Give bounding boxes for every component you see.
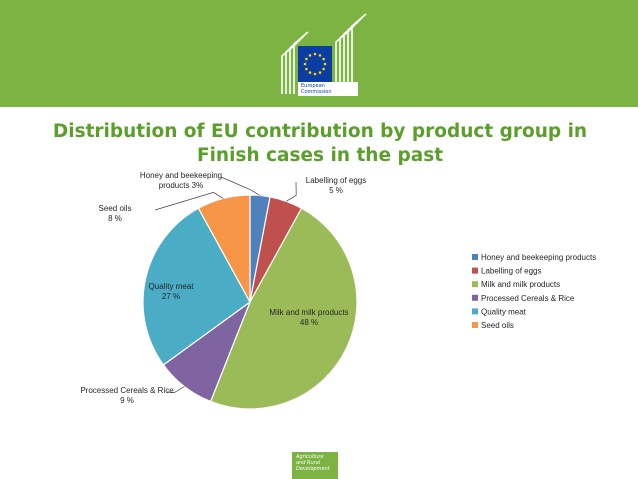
logo-text-line2: Commission [301,89,332,95]
legend-swatch-processed-cereals-and-rice [472,294,478,301]
data-label-processed-cereals-and-rice-1: Processed Cereals & Rice [80,386,174,395]
footer-line1: Agriculture [296,454,324,460]
leader-line-seed-oils [154,192,224,211]
legend-swatch-milk-and-milk-products [472,281,478,288]
legend-label-seed-oils: Seed oils [481,321,514,330]
legend-swatch-quality-meat [472,308,478,315]
pie-slice-seed-oils [197,194,251,303]
legend-label-milk-and-milk-products: Milk and milk products [481,280,560,289]
leader-line-processed-cereals-and-rice [166,386,185,393]
legend-label-processed-cereals-and-rice: Processed Cereals & Rice [481,294,575,303]
data-label-milk-and-milk-products-2: 48 % [300,318,318,327]
leader-line-labelling-of-eggs [286,181,297,202]
data-label-honey-and-beekeeping-products-2: products 3% [159,181,203,190]
data-label-seed-oils-1: Seed oils [99,204,132,213]
legend-label-quality-meat: Quality meat [481,307,527,316]
legend-label-honey-and-beekeeping-products: Honey and beekeeping products [481,253,596,262]
data-label-labelling-of-eggs-2: 5 % [329,186,343,195]
european-commission-logo: European Commission [276,12,378,96]
legend-swatch-labelling-of-eggs [472,267,478,274]
data-label-milk-and-milk-products-1: Milk and milk products [269,308,348,317]
footer-dg-logo: Agriculture and Rural Development [292,452,338,479]
logo-text: European Commission [301,83,332,95]
logo-text-line1: European [301,83,325,89]
legend-swatch-seed-oils [472,322,478,328]
logo-building-lines [281,13,367,94]
data-label-honey-and-beekeeping-products-1: Honey and beekeeping [140,171,222,180]
eu-stars-icon [303,52,327,76]
footer-line3: Development [296,466,330,472]
data-label-labelling-of-eggs-1: Labelling of eggs [306,176,367,185]
pie-slice-quality-meat [142,207,251,366]
eu-flag-icon [298,46,332,82]
legend-swatch-honey-and-beekeeping-products [472,254,478,260]
logo-text-background [298,82,358,96]
legend-label-labelling-of-eggs: Labelling of eggs [481,267,542,276]
footer-line2: and Rural [296,460,321,466]
data-label-seed-oils-2: 8 % [108,214,122,223]
leader-line-honey-and-beekeeping-products [220,176,261,196]
data-label-quality-meat-2: 27 % [162,292,180,301]
data-label-processed-cereals-and-rice-2: 9 % [120,396,134,405]
pie-slice-milk-and-milk-products [209,207,358,410]
chart-title: Distribution of EU contribution by produ… [52,121,588,166]
data-label-quality-meat-1: Quality meat [149,282,195,291]
